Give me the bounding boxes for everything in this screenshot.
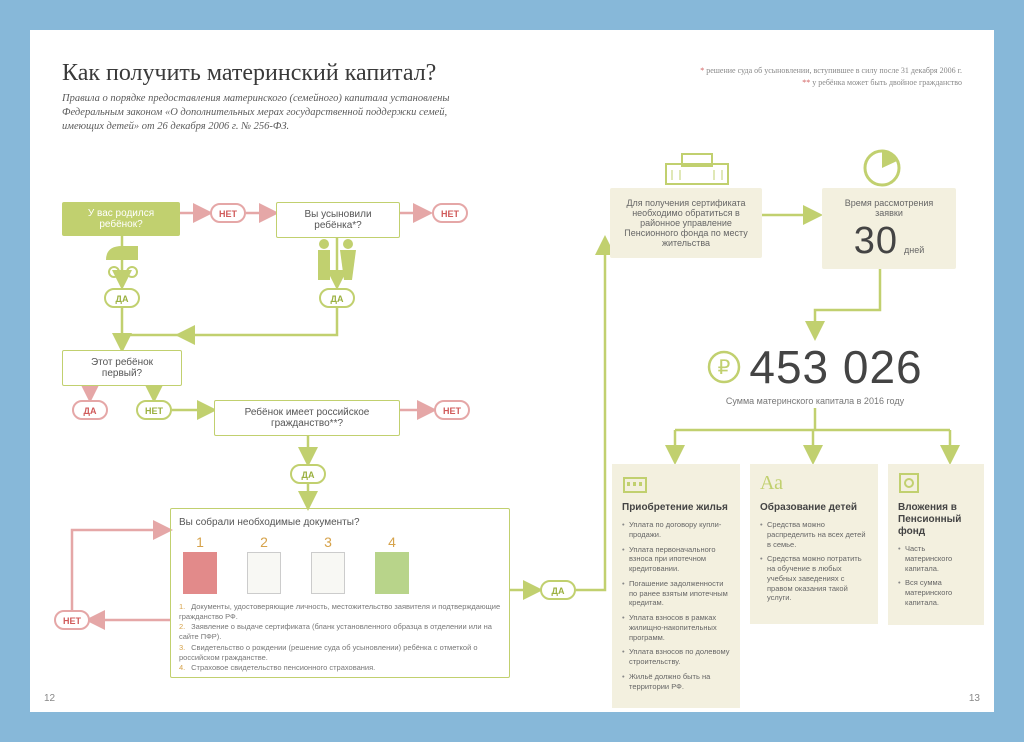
processing-time-box: Время рассмотрения заявки 30 дней [822, 188, 956, 269]
pill-no-3: НЕТ [136, 400, 172, 420]
question-2: Вы усыновили ребёнка*? [276, 202, 400, 238]
pill-yes-2: ДА [319, 288, 355, 308]
page-title: Как получить материнский капитал? [62, 60, 436, 87]
amount-value: 453 026 [749, 340, 922, 394]
education-icon: Аа [760, 472, 868, 498]
ruble-icon: ₽ [707, 350, 741, 384]
question-4: Ребёнок имеет российское гражданство**? [214, 400, 400, 436]
pill-yes-terminal: ДА [72, 400, 108, 420]
footnote-2: ** у ребёнка может быть двойное гражданс… [802, 78, 962, 87]
building-icon [662, 150, 732, 191]
use-education-list: Средства можно распределить на всех дете… [760, 520, 868, 603]
page-number-right: 13 [969, 693, 980, 704]
stroller-icon [100, 240, 144, 285]
use-education: Аа Образование детей Средства можно расп… [750, 464, 878, 624]
doc-cert-icon [311, 552, 345, 594]
pill-no-4: НЕТ [434, 400, 470, 420]
intro-text: Правила о порядке предоставления материн… [62, 92, 452, 135]
amount-label: Сумма материнского капитала в 2016 году [700, 396, 930, 406]
question-1: У вас родился ребёнок? [62, 202, 180, 236]
pill-yes-4: ДА [290, 464, 326, 484]
svg-text:₽: ₽ [718, 357, 731, 379]
page-number-left: 12 [44, 693, 55, 704]
footnote-1: * решение суда об усыновлении, вступивше… [700, 66, 962, 75]
pill-no-2: НЕТ [432, 203, 468, 223]
doc-snils-icon [375, 552, 409, 594]
documents-question: Вы собрали необходимые документы? [179, 517, 501, 528]
housing-icon [622, 472, 730, 498]
pill-yes-1: ДА [104, 288, 140, 308]
page-sheet: Как получить материнский капитал? Правил… [30, 30, 994, 712]
doc-form-icon [247, 552, 281, 594]
safe-icon [898, 472, 974, 498]
pill-no-1: НЕТ [210, 203, 246, 223]
question-3: Этот ребёнок первый? [62, 350, 182, 386]
documents-box: Вы собрали необходимые документы? 1 2 3 … [170, 508, 510, 678]
pill-no-docs: НЕТ [54, 610, 90, 630]
pill-yes-docs: ДА [540, 580, 576, 600]
documents-row: 1 2 3 4 [183, 534, 501, 594]
amount-box: ₽ 453 026 Сумма материнского капитала в … [700, 340, 930, 406]
family-icon [310, 236, 364, 289]
use-housing-list: Уплата по договору купли-продажи.Уплата … [622, 520, 730, 691]
use-housing: Приобретение жилья Уплата по договору ку… [612, 464, 740, 708]
documents-list: 1. Документы, удостоверяющие личность, м… [179, 602, 501, 673]
clock-icon [862, 148, 902, 193]
use-pension: Вложения в Пенсионный фонд Часть материн… [888, 464, 984, 625]
use-pension-list: Часть материнского капитала.Вся сумма ма… [898, 544, 974, 608]
doc-passport-icon [183, 552, 217, 594]
processing-days: 30 [854, 220, 898, 263]
certificate-box: Для получения сертификата необходимо обр… [610, 188, 762, 258]
